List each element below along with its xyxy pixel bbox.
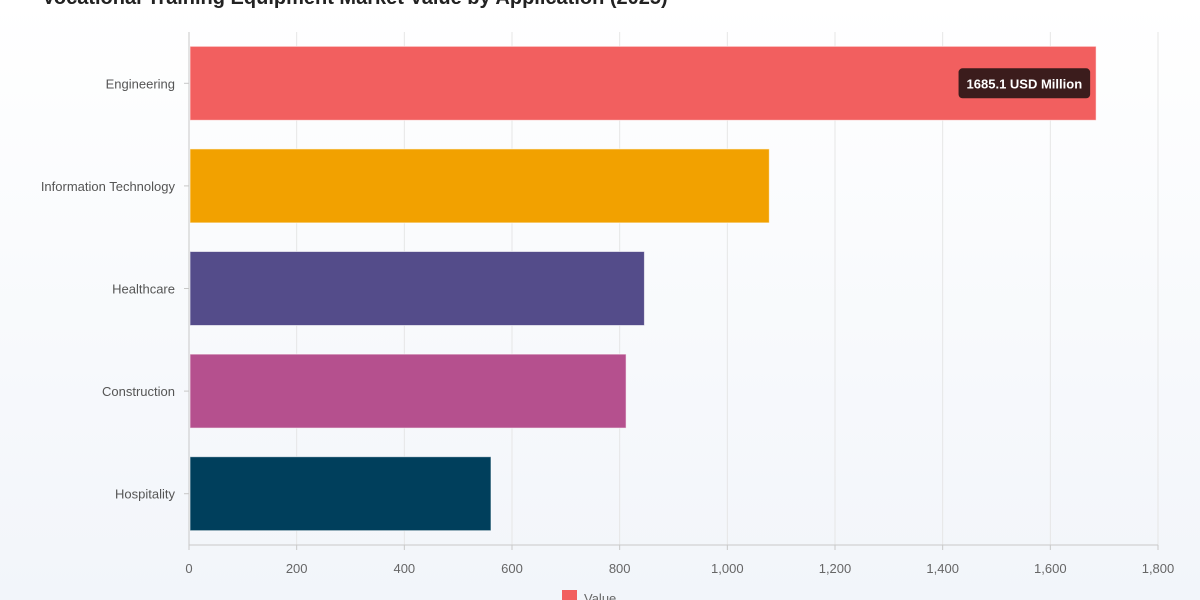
y-tick-label: Engineering: [106, 76, 175, 91]
y-tick-label: Construction: [102, 384, 175, 399]
x-tick-label: 800: [609, 561, 631, 576]
x-tick-label: 1,400: [926, 561, 959, 576]
x-tick-label: 200: [286, 561, 308, 576]
x-tick-label: 1,000: [711, 561, 744, 576]
bar: [189, 148, 770, 224]
legend-swatch: [562, 590, 577, 600]
y-tick-label: Hospitality: [115, 487, 175, 502]
chart-title: Vocational Training Equipment Market Val…: [42, 0, 668, 10]
bar: [189, 45, 1097, 121]
x-tick-label: 1,800: [1142, 561, 1175, 576]
legend-label: Value: [584, 591, 616, 600]
x-tick-label: 0: [185, 561, 192, 576]
x-tick-label: 1,600: [1034, 561, 1067, 576]
y-tick-label: Information Technology: [41, 179, 176, 194]
bar: [189, 456, 492, 532]
x-tick-label: 1,200: [819, 561, 852, 576]
x-tick-label: 600: [501, 561, 523, 576]
bar: [189, 251, 645, 326]
y-tick-label: Healthcare: [112, 282, 175, 297]
tooltip-text: 1685.1 USD Million: [967, 76, 1083, 91]
x-tick-label: 400: [393, 561, 415, 576]
bar: [189, 353, 627, 429]
tooltip-box: [958, 68, 1091, 99]
